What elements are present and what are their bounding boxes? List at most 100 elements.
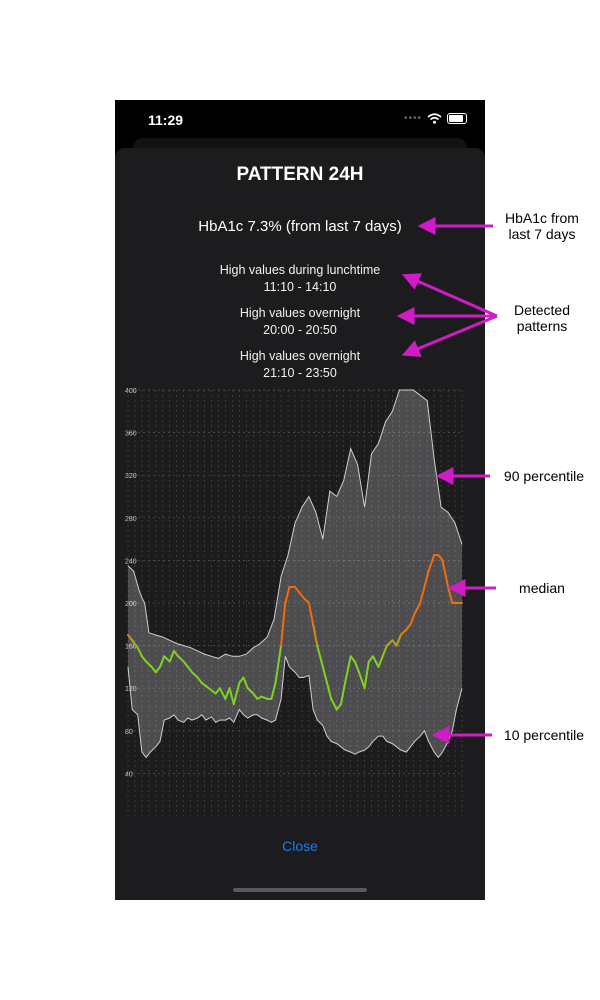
median-segment — [367, 655, 374, 663]
y-tick-label: 320 — [125, 473, 137, 480]
pattern-time-range: 20:00 - 20:50 — [263, 323, 337, 337]
median-segment — [168, 649, 175, 663]
median-segment — [252, 692, 259, 700]
median-segment — [321, 665, 329, 684]
pattern-time-range: 11:10 - 14:10 — [263, 280, 337, 294]
median-segment — [316, 644, 324, 668]
annotation-median: median — [519, 580, 565, 596]
median-segment — [224, 687, 231, 700]
median-segment — [441, 559, 450, 589]
median-segment — [353, 660, 361, 674]
pattern-item: High values during lunchtime 11:10 - 14:… — [115, 262, 485, 305]
median-segment — [246, 687, 255, 695]
pattern-list: High values during lunchtime 11:10 - 14:… — [115, 262, 485, 391]
pattern-arrow — [401, 314, 498, 357]
median-segment — [270, 681, 277, 700]
y-tick-label: 200 — [125, 601, 137, 608]
median-segment — [204, 685, 213, 692]
median-segment — [307, 602, 315, 626]
median-segment — [218, 687, 227, 700]
median-segment — [136, 646, 143, 658]
median-segment — [140, 655, 148, 663]
median-segment — [385, 639, 394, 647]
median-segment — [377, 655, 384, 668]
median-segment — [302, 596, 310, 604]
median-segment — [163, 655, 171, 663]
status-icons: •••• — [404, 113, 467, 124]
annotation-90-percentile: 90 percentile — [503, 468, 585, 484]
wifi-icon — [427, 113, 442, 124]
median-segment — [405, 623, 412, 631]
median-segment — [358, 671, 366, 690]
median-segment — [284, 586, 291, 604]
annotation-patterns: Detected patterns — [513, 302, 571, 334]
page-title: PATTERN 24H — [236, 164, 364, 185]
median-segment — [182, 660, 189, 668]
median-segment — [127, 633, 134, 642]
median-segment — [395, 633, 402, 647]
median-segment — [419, 586, 426, 604]
median-segment — [330, 697, 338, 711]
percentile-10-line — [127, 656, 463, 759]
cell-signal-icon: •••• — [403, 113, 422, 124]
median-segment — [177, 655, 185, 663]
y-tick-label: 160 — [125, 644, 137, 651]
pattern-time-range: 21:10 - 23:50 — [263, 366, 337, 380]
median-segment — [298, 591, 305, 599]
close-button[interactable]: Close — [282, 838, 318, 854]
hba1c-summary: HbA1c 7.3% (from last 7 days) — [198, 218, 402, 235]
median-segment — [196, 676, 203, 684]
annotation-hba1c: HbA1c from last 7 days — [505, 210, 579, 242]
y-tick-label: 240 — [125, 558, 137, 565]
median-segment — [150, 665, 157, 674]
y-tick-label: 80 — [125, 729, 133, 736]
median-segment — [242, 676, 249, 690]
pattern-description: High values overnight — [239, 306, 361, 320]
pattern-item: High values overnight 20:00 - 20:50 — [115, 305, 485, 348]
median-segment — [228, 687, 235, 706]
median-segment — [423, 570, 430, 589]
median-segment — [381, 644, 388, 658]
median-segment — [214, 687, 221, 695]
pattern-description: High values during lunchtime — [219, 263, 381, 277]
annotation-10-percentile: 10 percentile — [503, 727, 585, 743]
y-tick-label: 400 — [125, 388, 137, 395]
status-time: 11:29 — [148, 112, 184, 128]
median-segment — [294, 586, 301, 594]
median-segment — [274, 644, 283, 684]
battery-icon — [447, 113, 467, 124]
home-indicator — [233, 888, 367, 892]
pattern-item: High values overnight 21:10 - 23:50 — [115, 348, 485, 391]
y-tick-label: 280 — [125, 516, 137, 523]
median-segment — [312, 623, 319, 647]
pattern-description: High values overnight — [239, 349, 361, 363]
median-segment — [154, 665, 162, 674]
median-segment — [409, 612, 416, 626]
y-tick-label: 120 — [125, 686, 137, 693]
y-tick-label: 40 — [125, 771, 133, 778]
median-segment — [191, 671, 199, 679]
median-segment — [326, 681, 333, 700]
pattern-arrow — [401, 273, 498, 318]
median-segment — [344, 655, 352, 684]
median-segment — [413, 602, 422, 615]
y-tick-label: 360 — [125, 431, 137, 438]
pattern-sheet: PATTERN 24H HbA1c 7.3% (from last 7 days… — [115, 148, 485, 900]
median-segment — [186, 665, 194, 674]
median-segment — [349, 655, 356, 663]
median-segment — [363, 660, 370, 690]
median-segment — [145, 660, 153, 668]
median-segment — [232, 681, 241, 706]
median-segment — [335, 703, 342, 711]
median-segment — [427, 554, 436, 573]
median-segment — [131, 639, 139, 649]
median-segment — [280, 602, 287, 647]
median-segment — [159, 655, 166, 668]
median-segment — [437, 554, 444, 562]
median-segment — [172, 649, 180, 658]
percentile-90-line — [127, 389, 463, 659]
median-segment — [371, 655, 380, 668]
median-segment — [399, 628, 408, 636]
median-segment — [339, 681, 347, 706]
